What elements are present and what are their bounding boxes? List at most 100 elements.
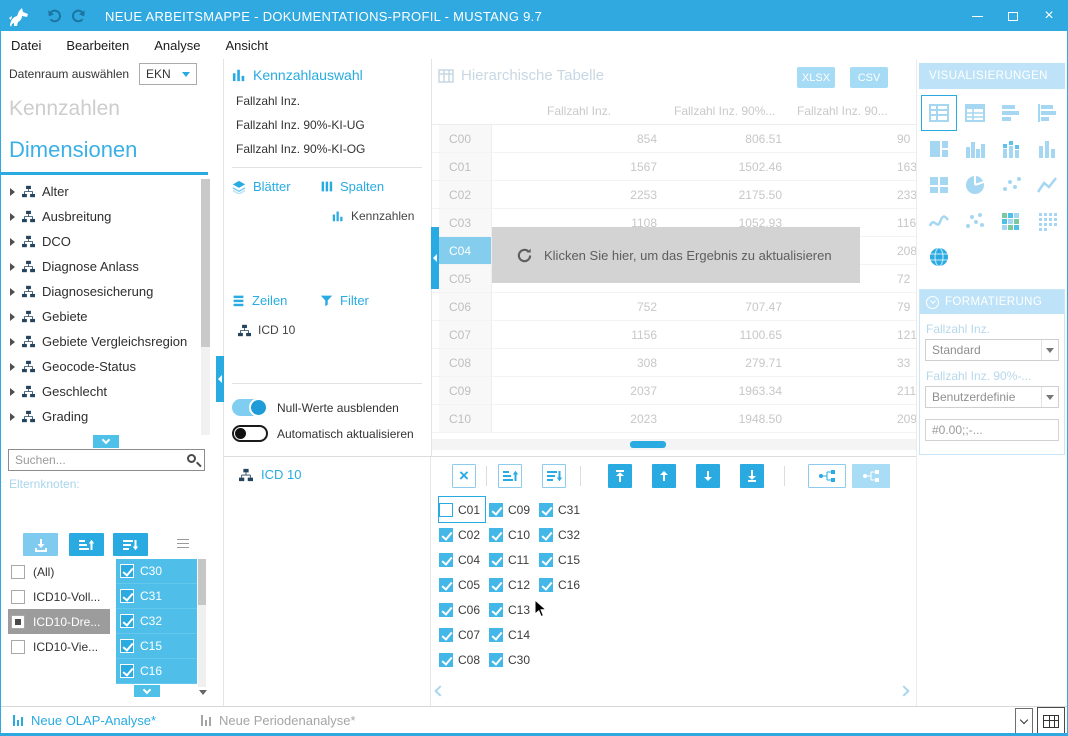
expander-icon[interactable] [10,187,15,196]
title-bar[interactable]: NEUE ARBEITSMAPPE - DOKUMENTATIONS-PROFI… [1,1,1067,31]
code-scroll-down-button[interactable] [134,685,160,697]
checkbox[interactable] [439,602,453,617]
dataspace-select[interactable]: EKN [139,63,197,85]
viz-column-chart-stacked-icon[interactable] [993,131,1029,167]
checkbox[interactable] [539,577,553,592]
move-to-top-button[interactable] [608,464,632,488]
table-row[interactable]: C09 2037 1963.34 211 [432,377,916,405]
table-scrollbar-thumb[interactable] [630,441,666,448]
checkbox[interactable] [120,589,134,603]
checkbox[interactable] [11,639,25,654]
clear-selection-button[interactable]: × [452,464,476,488]
expander-icon[interactable] [10,212,15,221]
checkbox[interactable] [489,502,503,517]
dimension-tree-item[interactable]: Diagnosesicherung [1,279,201,304]
row-header-cell[interactable]: C05 [439,265,492,292]
menu-item[interactable]: Ansicht [225,37,269,53]
expander-icon[interactable] [10,237,15,246]
member-checkbox-item[interactable]: C11 [489,547,535,572]
measure-item[interactable]: Fallzahl Inz. 90%-KI-UG [236,118,365,132]
code-list-item[interactable]: C32 [116,609,197,634]
tab-period-analysis[interactable]: Neue Periodenanalyse* [201,707,356,733]
auto-refresh-toggle[interactable] [232,425,268,442]
table-row[interactable]: C07 1156 1100.65 121 [432,321,916,349]
viz-dot-matrix-icon[interactable] [1029,203,1065,239]
zone-columns[interactable]: Spalten [320,179,384,194]
export-xlsx-button[interactable]: XLSX [797,67,835,88]
table-row[interactable]: C03 1108 1052.93 116 [432,209,916,237]
table-row[interactable]: C00 854 806.51 90 [432,125,916,153]
viz-bar-chart-rows-icon[interactable] [1029,95,1065,131]
expander-icon[interactable] [10,362,15,371]
checkbox[interactable] [120,614,134,628]
hierarchy-level-item[interactable]: ICD10-Dre... [8,609,110,634]
table-row[interactable]: C02 2253 2175.50 233 [432,181,916,209]
column-header[interactable]: Fallzahl Inz. 90%... [674,103,776,118]
sort-descending-button[interactable] [542,464,566,488]
viz-line-chart-icon[interactable] [1029,167,1065,203]
checkbox[interactable] [11,564,25,579]
row-header-cell[interactable]: C07 [439,321,492,348]
move-to-bottom-button[interactable] [740,464,764,488]
menu-item[interactable]: Datei [11,37,42,53]
dimension-tree-item[interactable]: DCO [1,229,201,254]
measure-item[interactable]: Fallzahl Inz. 90%-KI-OG [236,142,366,156]
row-header-cell[interactable]: C09 [439,377,492,404]
row-header-cell[interactable]: C10 [439,405,492,432]
export-csv-button[interactable]: CSV [850,67,888,88]
measure-item[interactable]: Fallzahl Inz. [236,94,301,108]
dimension-tree-item[interactable]: Geschlecht [1,379,201,404]
viz-treemap-squares-icon[interactable] [921,167,957,203]
table-row[interactable]: C10 2023 1948.50 209 [432,405,916,433]
row-header-cell[interactable]: C08 [439,349,492,376]
viz-bar-chart-horizontal-icon[interactable] [993,95,1029,131]
viz-pivot-grid-icon[interactable] [957,95,993,131]
code-list-scrollbar[interactable] [198,559,206,687]
rows-zone-item[interactable]: ICD 10 [238,319,295,341]
checkbox[interactable] [11,589,25,604]
member-checkbox-item[interactable]: C31 [539,497,585,522]
table-row[interactable]: C08 308 279.71 33 [432,349,916,377]
member-checkbox-item[interactable]: C32 [539,522,585,547]
code-list-item[interactable]: C16 [116,659,197,684]
dimension-tree-item[interactable]: Gebiete [1,304,201,329]
dimension-tree-item[interactable]: Ausbreitung [1,204,201,229]
viz-point-chart-icon[interactable] [993,167,1029,203]
member-checkbox-item[interactable]: C10 [489,522,535,547]
checkbox[interactable] [120,564,134,578]
dimension-tree-item[interactable]: Grading [1,404,201,429]
member-checkbox-item[interactable]: C09 [489,497,535,522]
sort-descending-button[interactable] [113,533,148,556]
row-header-cell[interactable]: C00 [439,125,492,152]
dimension-tree-item[interactable]: Geocode-Status [1,354,201,379]
custom-format-input[interactable] [925,419,1059,441]
scroll-right-icon[interactable] [898,685,910,697]
checkbox[interactable] [439,652,453,667]
row-header-cell[interactable]: C06 [439,293,492,320]
hierarchy-level-item[interactable]: ICD10-Vie... [8,634,110,659]
row-header-cell[interactable]: C04 [439,237,492,264]
sidebar-collapse-handle[interactable] [216,356,224,402]
viz-treemap-icon[interactable] [921,131,957,167]
checkbox[interactable] [489,602,503,617]
checkbox[interactable] [120,664,134,678]
visualizations-header[interactable]: VISUALISIERUNGEN [919,63,1065,89]
select-branch-button[interactable] [808,464,846,488]
row-header-cell[interactable]: C01 [439,153,492,180]
dimension-tree-item[interactable]: Gebiete Vergleichsregion [1,329,201,354]
row-header-cell[interactable]: C02 [439,181,492,208]
checkbox[interactable] [489,552,503,567]
zone-rows[interactable]: Zeilen [232,293,287,308]
minimize-button[interactable] [959,1,995,31]
collapse-circle-icon[interactable] [926,295,939,309]
column-header[interactable]: Fallzahl Inz. 90... [797,103,888,118]
checkbox[interactable] [539,552,553,567]
member-checkbox-item[interactable]: C01 [438,496,486,523]
member-checkbox-item[interactable]: C13 [489,597,535,622]
hierarchy-level-item[interactable]: ICD10-Voll... [8,584,110,609]
refresh-result-banner[interactable]: Klicken Sie hier, um das Ergebnis zu akt… [492,227,860,283]
close-button[interactable]: × [1031,1,1067,31]
hierarchy-level-item[interactable]: (All) [8,559,110,584]
expander-icon[interactable] [10,387,15,396]
column-header[interactable]: Fallzahl Inz. [547,103,612,118]
